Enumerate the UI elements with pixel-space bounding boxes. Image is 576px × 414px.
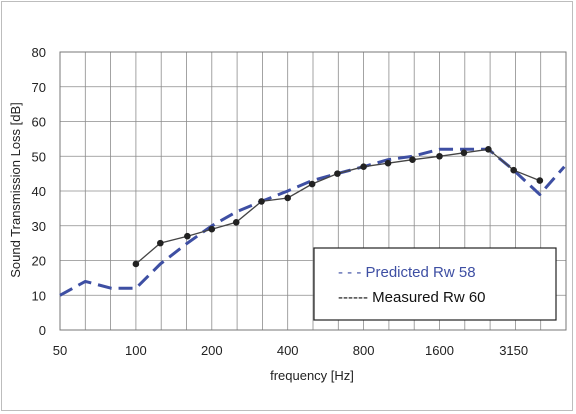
legend-entry-predicted: - - - Predicted Rw 58 <box>338 264 476 281</box>
y-tick-label: 80 <box>32 45 46 60</box>
x-tick-label: 200 <box>201 343 223 358</box>
y-tick-label: 30 <box>32 219 46 234</box>
y-tick-label: 70 <box>32 80 46 95</box>
series-measured-point <box>384 159 392 167</box>
y-tick-labels: 0 10 20 30 40 50 60 70 80 <box>32 45 46 338</box>
x-tick-label: 400 <box>277 343 299 358</box>
y-tick-label: 40 <box>32 184 46 199</box>
series-measured-point <box>436 152 443 160</box>
x-tick-labels: 50 100 200 400 800 1600 3150 <box>53 343 528 358</box>
series-measured-point <box>460 149 468 157</box>
series-measured-point <box>510 166 517 174</box>
series-measured-point <box>536 177 544 184</box>
series-layer <box>59 146 566 297</box>
legend-box <box>313 247 557 321</box>
series-measured-point <box>485 146 492 153</box>
x-tick-label: 1600 <box>425 343 454 358</box>
legend: - - - Predicted Rw 58 ------ Measured Rw… <box>313 247 557 321</box>
series-measured-point <box>232 218 240 226</box>
series-measured-point <box>132 260 140 268</box>
series-measured-point <box>284 194 292 202</box>
x-axis-title: frequency [Hz] <box>270 368 354 383</box>
series-measured-point <box>258 198 265 205</box>
series-measured-point <box>184 232 191 240</box>
y-tick-label: 20 <box>32 254 46 269</box>
series-measured-point <box>334 170 341 177</box>
x-tick-label: 3150 <box>499 343 528 358</box>
legend-entry-measured: ------ Measured Rw 60 <box>338 289 486 306</box>
plot-border <box>59 51 567 331</box>
series-measured-point <box>308 180 316 188</box>
x-tick-label: 50 <box>53 343 67 358</box>
x-tick-label: 100 <box>125 343 147 358</box>
x-tick-label: 800 <box>353 343 375 358</box>
series-predicted-line <box>59 147 566 297</box>
series-measured-point <box>409 156 416 164</box>
y-tick-label: 10 <box>32 288 46 303</box>
series-measured-line <box>135 148 541 265</box>
series-measured-point <box>360 163 367 170</box>
series-measured-point <box>157 239 164 247</box>
y-tick-label: 50 <box>32 149 46 164</box>
y-axis-title: Sound Transmission Loss [dB] <box>8 102 23 278</box>
y-tick-label: 0 <box>39 323 46 338</box>
y-tick-label: 60 <box>32 115 46 130</box>
series-measured-point <box>208 225 216 233</box>
